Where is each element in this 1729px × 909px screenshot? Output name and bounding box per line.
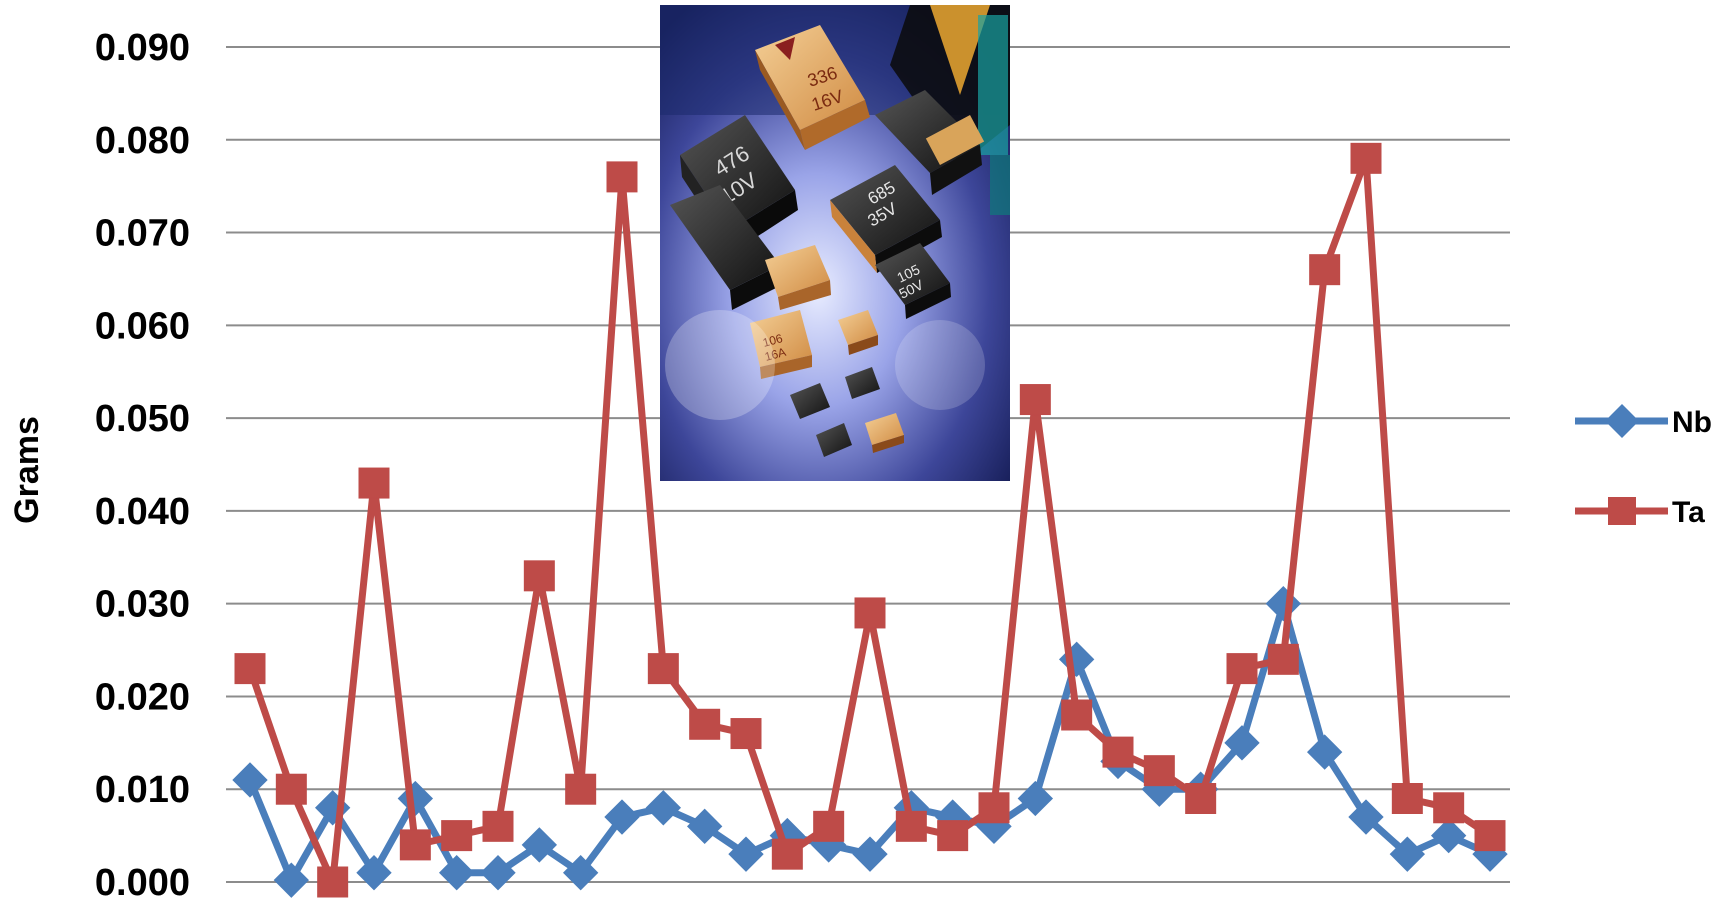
capacitors-photo: 336 16V 476 10V 685 35V 105	[660, 5, 1010, 481]
data-point-ta	[1267, 643, 1299, 675]
y-axis-ticks: 0.000 0.010 0.020 0.030 0.040 0.050 0.060 0.070…	[95, 27, 190, 904]
capacitor-106: 106 16A	[750, 310, 812, 379]
capacitor-336: 336 16V	[755, 25, 870, 150]
data-point-ta	[275, 773, 307, 805]
data-point-nb	[645, 790, 682, 826]
data-point-nb	[686, 808, 723, 845]
data-point-ta	[1185, 783, 1217, 814]
y-tick-label: 0.080	[95, 120, 190, 162]
capacitor-685: 685 35V	[830, 165, 942, 273]
data-point-nb	[1017, 780, 1054, 817]
data-point-nb	[521, 827, 558, 863]
data-point-ta	[482, 810, 514, 842]
data-point-nb	[604, 799, 640, 835]
data-point-ta	[647, 653, 679, 685]
data-point-nb	[728, 836, 764, 872]
capacitor-105: 105 50V	[875, 243, 951, 319]
data-point-ta	[606, 161, 638, 193]
data-point-nb	[273, 862, 310, 898]
data-point-ta	[565, 773, 597, 805]
legend: Nb Ta	[1575, 404, 1712, 529]
data-point-nb	[1224, 725, 1260, 761]
data-point-nb	[852, 836, 888, 872]
data-point-ta	[937, 820, 969, 852]
y-tick-label: 0.050	[95, 398, 190, 440]
data-point-nb	[397, 780, 434, 817]
data-point-ta	[1019, 384, 1051, 416]
y-tick-label: 0.070	[95, 213, 190, 255]
data-point-ta	[523, 560, 555, 592]
legend-label-ta: Ta	[1672, 496, 1705, 529]
data-point-nb	[1348, 799, 1384, 835]
data-point-nb	[1389, 836, 1426, 872]
tantalum-capacitors-photo-icon: 336 16V 476 10V 685 35V 105	[660, 5, 1010, 481]
legend-label-nb: Nb	[1672, 406, 1712, 439]
data-point-nb	[438, 855, 475, 891]
data-point-ta	[1433, 792, 1465, 824]
data-point-ta	[1102, 736, 1134, 768]
series-ta	[234, 142, 1506, 898]
data-point-ta	[1350, 142, 1382, 174]
data-point-ta	[1143, 755, 1175, 787]
data-point-nb	[1265, 585, 1302, 622]
data-point-ta	[399, 829, 431, 861]
data-point-ta	[771, 838, 803, 870]
data-point-ta	[854, 597, 886, 629]
data-point-ta	[1474, 820, 1506, 852]
data-point-ta	[730, 718, 762, 750]
y-tick-label: 0.020	[95, 676, 190, 718]
data-point-nb	[480, 855, 516, 891]
legend-item-nb: Nb	[1575, 404, 1712, 439]
y-tick-label: 0.010	[95, 769, 190, 811]
y-axis-title: Grams	[8, 416, 46, 524]
data-point-ta	[813, 810, 845, 842]
data-point-ta	[1309, 254, 1341, 286]
y-tick-label: 0.060	[95, 305, 190, 347]
data-point-ta	[1391, 783, 1423, 814]
data-point-ta	[358, 467, 390, 499]
y-tick-label: 0.090	[95, 27, 190, 69]
legend-marker-ta	[1608, 497, 1636, 525]
legend-item-ta: Ta	[1575, 496, 1705, 529]
y-tick-label: 0.000	[95, 862, 190, 904]
data-point-ta	[689, 708, 721, 740]
data-point-ta	[441, 820, 473, 852]
data-point-ta	[978, 792, 1010, 824]
y-tick-label: 0.040	[95, 491, 190, 533]
svg-text:106: 106	[761, 331, 784, 350]
series-layer	[232, 142, 1508, 898]
data-point-ta	[234, 653, 266, 685]
data-point-nb	[356, 855, 392, 891]
data-point-nb	[232, 762, 268, 798]
data-point-ta	[895, 810, 927, 842]
data-point-nb	[1306, 734, 1343, 770]
data-point-nb	[562, 855, 599, 891]
svg-text:16A: 16A	[763, 345, 787, 364]
data-point-ta	[1226, 653, 1258, 685]
data-point-ta	[317, 866, 349, 898]
data-point-ta	[1061, 699, 1093, 731]
legend-marker-nb	[1605, 404, 1639, 438]
y-tick-label: 0.030	[95, 584, 190, 626]
data-point-nb	[1430, 817, 1467, 854]
